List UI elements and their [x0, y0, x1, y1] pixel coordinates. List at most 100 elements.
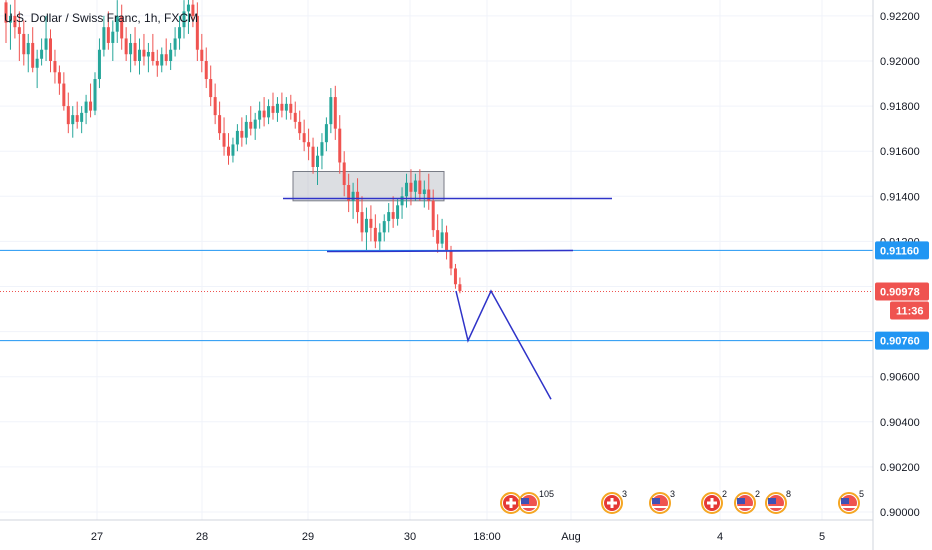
- candle-body: [440, 232, 444, 244]
- candle-body: [311, 146, 315, 167]
- us-flag-stripe: [841, 506, 857, 508]
- price-tick-label: 0.90600: [880, 372, 920, 384]
- candle-body: [35, 58, 39, 68]
- candle-body: [191, 4, 195, 16]
- candle-body: [146, 51, 150, 57]
- price-axis-panel[interactable]: [873, 0, 932, 520]
- candle-body: [458, 284, 462, 292]
- candle-body: [400, 196, 404, 206]
- candle-body: [342, 162, 346, 186]
- candle-body: [235, 130, 239, 145]
- candle-body: [195, 15, 199, 50]
- candle-body: [213, 97, 217, 116]
- candle-body: [102, 27, 106, 50]
- time-tick-label: 29: [302, 531, 314, 543]
- candle-body: [445, 232, 449, 251]
- event-count: 5: [859, 489, 864, 499]
- candle-body: [133, 42, 137, 61]
- time-tick-label: 30: [404, 531, 416, 543]
- candle-body: [44, 38, 48, 50]
- current-price-label-bg: [875, 282, 929, 301]
- event-count: 3: [622, 489, 627, 499]
- us-flag-canton: [768, 498, 776, 504]
- candle-body: [169, 49, 173, 61]
- us-flag-canton: [737, 498, 745, 504]
- event-count: 2: [722, 489, 727, 499]
- candle-body: [22, 33, 26, 55]
- candle-body: [142, 49, 146, 57]
- candle-body: [84, 101, 88, 113]
- countdown-label-bg: [890, 301, 929, 320]
- candle-body: [409, 182, 413, 192]
- candle-body: [204, 61, 208, 80]
- candle-body: [449, 250, 453, 269]
- candle-body: [4, 2, 8, 23]
- price-tick-label: 0.92200: [880, 11, 920, 23]
- time-tick-label: 28: [196, 531, 208, 543]
- candle-body: [53, 61, 57, 73]
- event-count: 2: [755, 489, 760, 499]
- candle-body: [302, 133, 306, 143]
- price-tick-label: 0.90000: [880, 507, 920, 519]
- candles-layer: [4, 0, 462, 294]
- candle-body: [240, 130, 244, 138]
- candle-body: [338, 128, 342, 163]
- candle-body: [351, 191, 355, 201]
- candle-body: [405, 182, 408, 197]
- candle-body: [284, 103, 288, 111]
- candle-body: [120, 15, 124, 39]
- candle-body: [453, 268, 457, 285]
- us-flag-stripe: [737, 506, 753, 508]
- candle-body: [391, 212, 395, 219]
- current-price-label: 0.90978: [880, 286, 920, 298]
- candle-body: [418, 180, 422, 195]
- candle-body: [182, 11, 186, 28]
- candle-body: [97, 49, 101, 80]
- candle-body: [80, 112, 84, 122]
- countdown-label: 11:36: [896, 305, 924, 317]
- candle-body: [275, 103, 279, 113]
- us-flag-canton: [521, 498, 529, 504]
- event-count: 105: [539, 489, 554, 499]
- swiss-flag-cross: [607, 501, 617, 505]
- candle-body: [26, 42, 30, 55]
- us-flag-canton: [841, 498, 849, 504]
- candle-body: [431, 200, 435, 231]
- time-tick-label: Aug: [561, 531, 581, 543]
- candle-body: [209, 79, 213, 98]
- candle-body: [155, 61, 159, 66]
- candle-body: [93, 79, 97, 111]
- candle-body: [267, 106, 271, 118]
- candle-body: [413, 180, 417, 192]
- time-tick-label: 4: [717, 531, 723, 543]
- candle-body: [382, 221, 386, 233]
- candle-body: [262, 110, 266, 118]
- candle-body: [227, 146, 230, 156]
- candle-body: [360, 212, 364, 233]
- candle-body: [271, 106, 275, 113]
- price-tick-label: 0.90200: [880, 462, 920, 474]
- candle-body: [244, 121, 248, 138]
- candle-body: [62, 83, 66, 107]
- candle-body: [164, 54, 168, 61]
- candle-body: [13, 15, 17, 28]
- candle-body: [347, 185, 351, 201]
- swiss-flag-cross: [506, 501, 516, 505]
- candle-body: [17, 27, 21, 34]
- candle-body: [66, 106, 70, 125]
- candle-body: [8, 15, 12, 23]
- time-tick-label: 27: [91, 531, 103, 543]
- candle-body: [31, 42, 35, 68]
- candle-body: [40, 49, 44, 59]
- price-tick-label: 0.91800: [880, 101, 920, 113]
- candle-body: [280, 103, 284, 111]
- candle-body: [138, 49, 141, 61]
- time-axis: 27 28 29 30 18:00 Aug 4 5: [91, 531, 825, 543]
- level-price-label: 0.90760: [880, 336, 920, 348]
- candle-body: [333, 97, 337, 129]
- us-flag-stripe: [521, 506, 537, 508]
- candle-body: [106, 27, 110, 43]
- price-tick-label: 0.92000: [880, 56, 920, 68]
- candle-body: [71, 115, 75, 125]
